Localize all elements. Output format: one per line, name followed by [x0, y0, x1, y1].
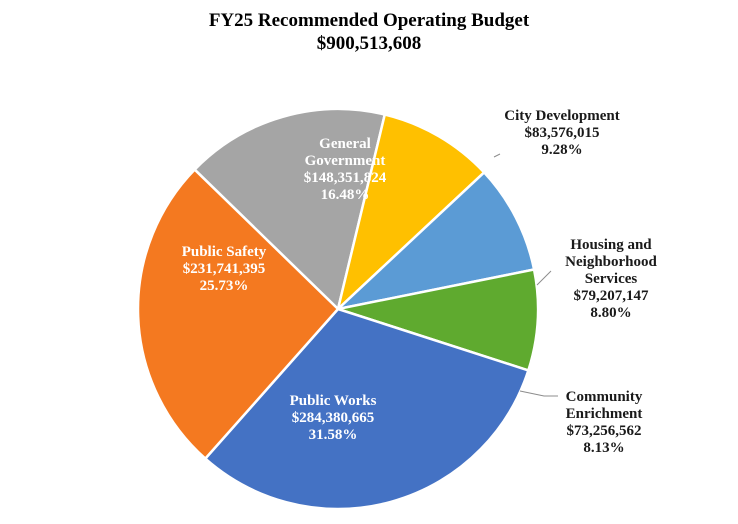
leader-line-community-enrichment	[519, 390, 558, 397]
pie-slice-public-safety	[136, 167, 340, 461]
slice-label-public-works: Public Works $284,380,665 31.58%	[290, 393, 377, 443]
slice-labels: General Government $148,351,824 16.48% City …	[182, 108, 658, 456]
leader-lines	[493, 153, 558, 397]
leader-line-city-development	[493, 153, 501, 158]
chart-subtitle: $900,513,608	[317, 33, 422, 54]
pie-slices	[136, 107, 540, 511]
leader-line-housing-and-neighborhood-services	[536, 270, 552, 286]
slice-label-general-government: General Government $148,351,824 16.48%	[304, 136, 387, 203]
chart-title: FY25 Recommended Operating Budget	[209, 10, 530, 31]
slice-label-community-enrichment: Community Enrichment $73,256,562 8.13%	[566, 389, 643, 456]
pie-slice-community-enrichment	[333, 268, 540, 372]
pie-slice-public-works	[203, 307, 530, 511]
pie-slice-city-development	[335, 113, 486, 313]
pie-slice-general-government	[192, 107, 387, 312]
slice-label-housing-and-neighborhood-services: Housing and Neighborhood Services $79,207,1…	[565, 237, 657, 321]
pie-slice-housing-and-neighborhood-services	[333, 170, 536, 312]
slice-label-public-safety: Public Safety $231,741,395 25.73%	[182, 244, 267, 294]
slice-label-city-development: City Development $83,576,015 9.28%	[504, 108, 619, 158]
